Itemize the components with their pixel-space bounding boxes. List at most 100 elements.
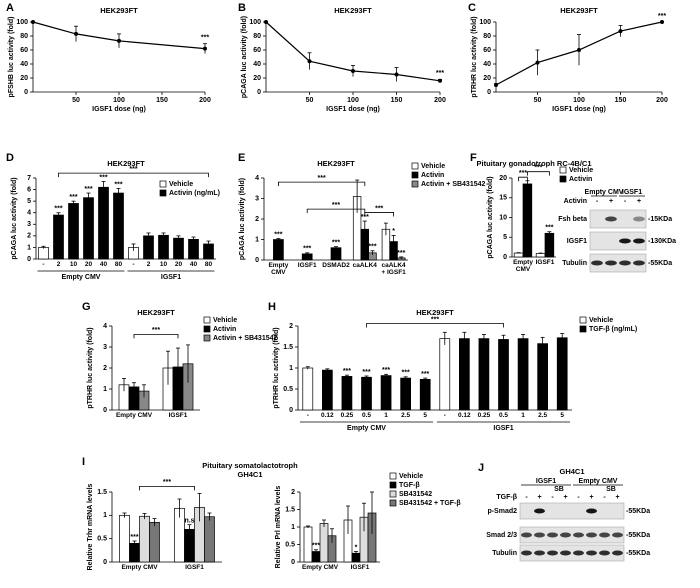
- group-label: IGSF1: [161, 274, 181, 281]
- label-box: caALK4 + IGSF1: [381, 262, 406, 276]
- x-tick-label: 100: [113, 97, 125, 104]
- bar: [204, 516, 215, 563]
- chart-title: HEK293FT: [560, 6, 598, 15]
- bar: [188, 238, 199, 260]
- label-box: -: [132, 261, 134, 268]
- significance: ***: [361, 214, 369, 221]
- x-tick-label: Empty CMV: [301, 564, 339, 571]
- bar: [400, 377, 411, 411]
- blot-band: [534, 508, 545, 514]
- y-tick-label: 20: [20, 75, 28, 82]
- significance: ***: [130, 534, 138, 541]
- legend-label: TGF-β (ng/mL): [589, 326, 637, 333]
- y-axis-label: pCAGA luc activity (fold): [11, 177, 18, 259]
- label-box: Empty CMV: [268, 262, 288, 276]
- group-label: Empty CMV: [347, 425, 386, 432]
- blot-band: [599, 532, 610, 538]
- lane-sign: -: [525, 494, 528, 501]
- y-tick-label: 0: [255, 257, 259, 264]
- y-tick-label: 0: [487, 89, 491, 96]
- x-tick-label: 150: [156, 97, 168, 104]
- panel-letter: I: [82, 456, 85, 468]
- lane-sign: -: [551, 494, 554, 501]
- lane-sign: +: [609, 198, 613, 205]
- lane-sign: -: [596, 198, 599, 205]
- y-tick-label: 100: [16, 19, 28, 26]
- y-axis-label: Relative Prl mRNA levels: [275, 486, 282, 569]
- y-tick-label: 5: [27, 198, 31, 205]
- y-tick-label: 0: [257, 89, 261, 96]
- point: [117, 38, 121, 43]
- point: [618, 29, 623, 34]
- blot-size-label: -55KDa: [626, 532, 650, 539]
- bar: [38, 247, 49, 260]
- significance: *: [392, 228, 395, 235]
- x-tick-label: caALK4 + IGSF1: [381, 262, 406, 276]
- chart-title: HEK293FT: [107, 159, 145, 168]
- chart-title: HEK293FT: [317, 159, 355, 168]
- x-tick-label: 2.5: [538, 412, 548, 419]
- y-tick-label: 80: [483, 33, 491, 40]
- bracket: [58, 172, 209, 178]
- lane-sign: -: [577, 494, 580, 501]
- x-tick-label: 40: [189, 261, 198, 268]
- legend-label: Activin: [213, 326, 236, 333]
- panel-letter: A: [6, 2, 14, 14]
- x-tick-label: 50: [72, 97, 80, 104]
- x-tick-label: 2: [146, 261, 151, 268]
- x-tick-label: 50: [306, 97, 314, 104]
- bracket: [139, 486, 195, 491]
- x-tick-label: 200: [434, 97, 446, 104]
- label-box: 20: [85, 261, 92, 268]
- lane-sign: +: [537, 494, 541, 501]
- legend-label: Activin: [569, 176, 592, 183]
- blot-band: [619, 238, 631, 244]
- y-tick-label: 100: [479, 19, 491, 26]
- significance: ***: [402, 370, 410, 377]
- label-box: 0.5: [498, 412, 508, 419]
- y-axis-label: pTRHR luc activity (fold): [273, 327, 280, 408]
- y-axis-label: pTRHR luc activity (fold): [471, 16, 478, 97]
- lane-sign: -: [624, 198, 627, 205]
- blot-band: [573, 550, 584, 556]
- blot-band: [605, 260, 617, 266]
- label-box: 10: [69, 261, 78, 268]
- significance: ***: [545, 225, 553, 232]
- x-tick-label: Empty CMV: [121, 564, 158, 571]
- significance: ***: [368, 244, 376, 251]
- label-box: -: [307, 412, 309, 419]
- bracket: [278, 181, 366, 187]
- significance: ***: [421, 371, 429, 378]
- panel-letter: G: [82, 301, 91, 313]
- label-box: 0.5: [362, 412, 371, 419]
- y-tick-label: 3: [103, 344, 107, 351]
- legend-label: Activin (ng/mL): [169, 190, 220, 197]
- bar: [143, 235, 154, 260]
- x-tick-label: 0.5: [498, 412, 508, 419]
- panel-letter: H: [268, 301, 276, 313]
- blot-strip: [589, 209, 647, 229]
- bar: [498, 339, 509, 411]
- label-box: caALK4: [353, 262, 377, 269]
- bar: [139, 515, 150, 563]
- blot-size-label: -55KDa: [626, 508, 650, 515]
- y-axis-label: pTRHR luc activity (fold): [87, 327, 94, 408]
- y-tick-label: 3: [255, 195, 259, 202]
- significance: ***: [436, 70, 444, 77]
- x-tick-label: 150: [391, 97, 403, 104]
- blot-group: IGSF1: [622, 189, 642, 196]
- bar: [322, 369, 333, 411]
- y-tick-label: 0: [291, 559, 295, 566]
- legend-label: Activin + SB431542: [213, 335, 278, 342]
- legend-label: Activin: [421, 172, 444, 179]
- y-tick-label: 15: [499, 195, 507, 202]
- y-tick-label: 0: [103, 407, 107, 414]
- blot-size-label: -55KDa: [648, 260, 672, 267]
- blot-band: [560, 550, 571, 556]
- x-tick-label: 10: [69, 261, 78, 268]
- bracket: [306, 208, 366, 214]
- bracket-label: ***: [519, 170, 527, 177]
- y-axis-label: pCAGA luc activity (fold): [241, 16, 248, 98]
- label-box: Empty CMV: [116, 412, 152, 419]
- blot-size-label: -130KDa: [648, 238, 676, 245]
